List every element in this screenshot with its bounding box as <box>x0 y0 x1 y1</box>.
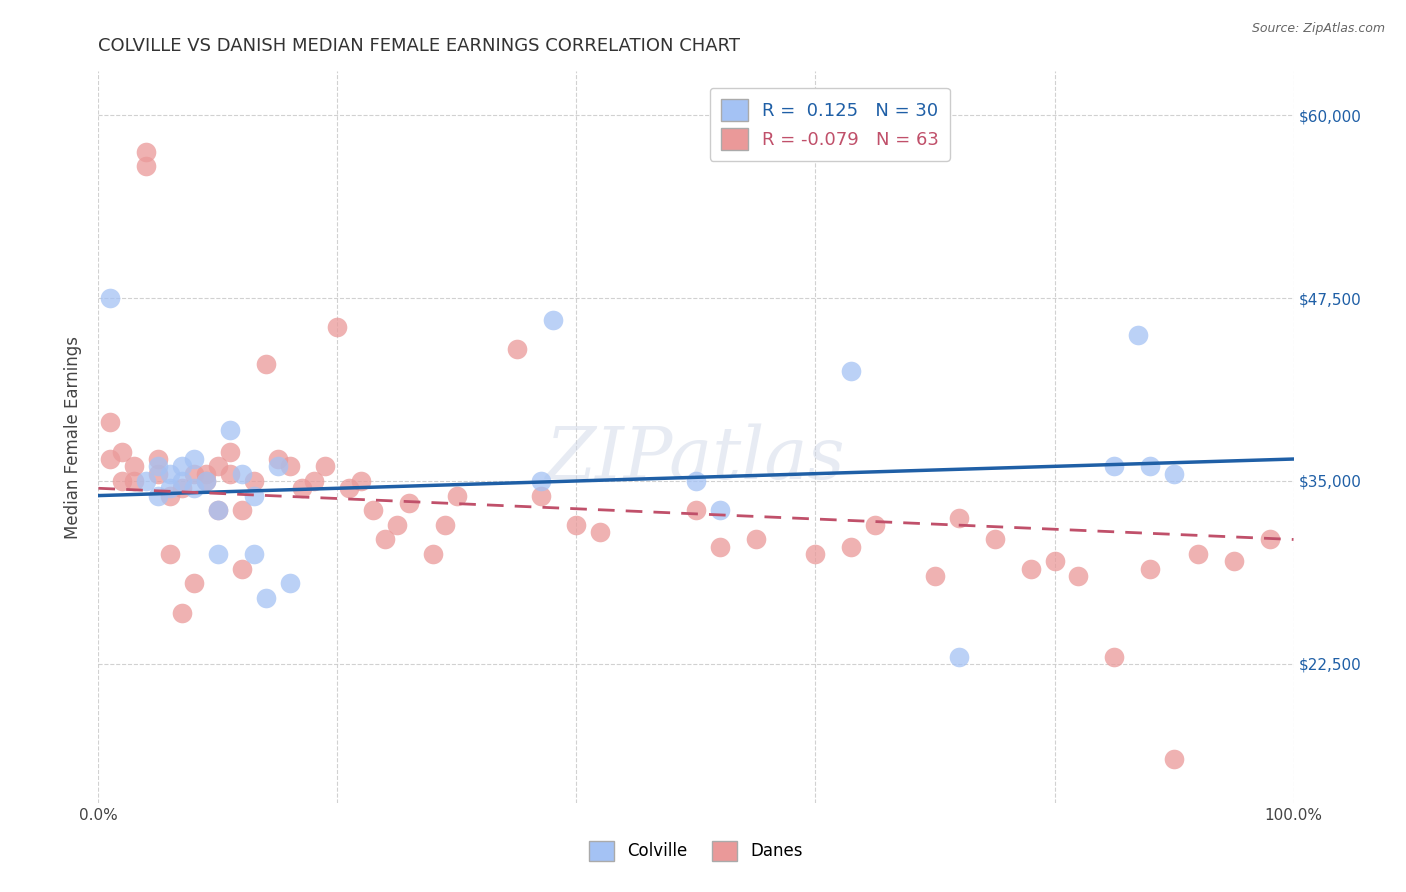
Point <box>541 313 564 327</box>
Point <box>1019 562 1042 576</box>
Point <box>1128 327 1150 342</box>
Point <box>506 343 529 357</box>
Point <box>254 591 277 605</box>
Point <box>148 467 170 481</box>
Point <box>243 489 266 503</box>
Legend: Colville, Danes: Colville, Danes <box>582 834 810 868</box>
Text: Source: ZipAtlas.com: Source: ZipAtlas.com <box>1251 22 1385 36</box>
Point <box>183 576 205 591</box>
Point <box>924 569 946 583</box>
Point <box>1067 569 1090 583</box>
Point <box>422 547 444 561</box>
Point <box>195 474 218 488</box>
Point <box>207 503 229 517</box>
Point <box>709 503 731 517</box>
Point <box>804 547 827 561</box>
Point <box>159 467 181 481</box>
Point <box>267 459 290 474</box>
Point <box>1104 459 1126 474</box>
Point <box>111 474 134 488</box>
Point <box>159 489 181 503</box>
Point <box>172 474 194 488</box>
Point <box>278 459 301 474</box>
Point <box>315 459 337 474</box>
Point <box>745 533 768 547</box>
Point <box>685 503 707 517</box>
Point <box>398 496 420 510</box>
Point <box>231 467 253 481</box>
Point <box>326 320 349 334</box>
Point <box>363 503 385 517</box>
Point <box>207 459 229 474</box>
Point <box>148 459 170 474</box>
Point <box>135 160 157 174</box>
Point <box>984 533 1007 547</box>
Point <box>1223 554 1246 568</box>
Point <box>124 474 146 488</box>
Point <box>207 503 229 517</box>
Point <box>530 489 553 503</box>
Point <box>434 517 457 532</box>
Point <box>135 145 157 159</box>
Point <box>589 525 612 540</box>
Point <box>948 510 970 524</box>
Point <box>267 452 290 467</box>
Point <box>172 481 194 495</box>
Point <box>565 517 588 532</box>
Point <box>1139 459 1161 474</box>
Point <box>291 481 314 495</box>
Point <box>124 459 146 474</box>
Point <box>231 562 253 576</box>
Text: COLVILLE VS DANISH MEDIAN FEMALE EARNINGS CORRELATION CHART: COLVILLE VS DANISH MEDIAN FEMALE EARNING… <box>98 37 741 54</box>
Point <box>148 452 170 467</box>
Point <box>111 444 134 458</box>
Point <box>350 474 373 488</box>
Point <box>841 540 863 554</box>
Point <box>183 481 205 495</box>
Point <box>254 357 277 371</box>
Point <box>841 364 863 378</box>
Point <box>865 517 887 532</box>
Point <box>948 649 970 664</box>
Point <box>183 452 205 467</box>
Point <box>709 540 731 554</box>
Point <box>1139 562 1161 576</box>
Point <box>172 606 194 620</box>
Point <box>159 481 181 495</box>
Point <box>207 547 229 561</box>
Text: ZIPatlas: ZIPatlas <box>546 424 846 494</box>
Point <box>385 517 409 532</box>
Point <box>1258 533 1281 547</box>
Point <box>172 459 194 474</box>
Point <box>530 474 553 488</box>
Point <box>1043 554 1066 568</box>
Point <box>148 489 170 503</box>
Point <box>98 416 122 430</box>
Point <box>685 474 707 488</box>
Point <box>278 576 301 591</box>
Point <box>98 291 122 305</box>
Point <box>219 423 242 437</box>
Point <box>1187 547 1209 561</box>
Point <box>98 452 122 467</box>
Point <box>135 474 157 488</box>
Point <box>1104 649 1126 664</box>
Point <box>1163 752 1185 766</box>
Point <box>195 474 218 488</box>
Point <box>243 547 266 561</box>
Point <box>219 467 242 481</box>
Y-axis label: Median Female Earnings: Median Female Earnings <box>65 335 83 539</box>
Point <box>195 467 218 481</box>
Point <box>339 481 361 495</box>
Point <box>183 467 205 481</box>
Point <box>159 547 181 561</box>
Point <box>219 444 242 458</box>
Point <box>231 503 253 517</box>
Point <box>243 474 266 488</box>
Point <box>374 533 396 547</box>
Point <box>446 489 468 503</box>
Point <box>302 474 325 488</box>
Point <box>1163 467 1185 481</box>
